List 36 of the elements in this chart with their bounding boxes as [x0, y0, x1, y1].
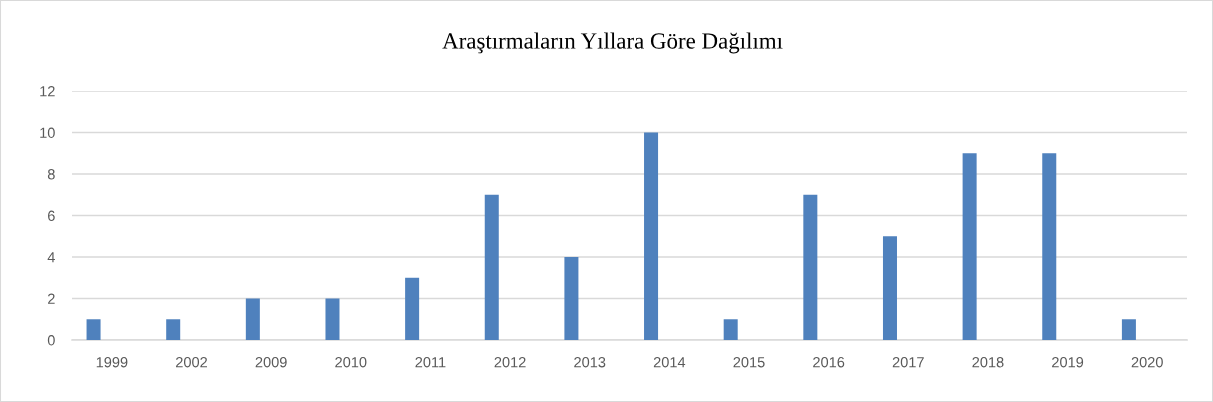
x-tick-label: 2017: [892, 357, 924, 368]
bar: [803, 194, 818, 341]
x-tick-label: 2020: [1131, 357, 1163, 368]
bar: [1121, 319, 1136, 341]
x-tick-label: 2015: [733, 357, 765, 368]
bar: [564, 257, 579, 341]
x-tick-label: 2014: [653, 357, 686, 368]
x-tick-label: 1999: [96, 357, 128, 368]
y-tick-label: 0: [47, 335, 55, 346]
bar: [644, 132, 659, 341]
x-tick-label: 2002: [176, 357, 208, 368]
x-tick-label: 2013: [574, 357, 606, 368]
y-tick-label: 2: [48, 293, 55, 304]
y-tick-label: 6: [48, 210, 55, 221]
x-tick-label: 2018: [972, 357, 1004, 368]
bar: [166, 319, 181, 341]
bar: [1042, 153, 1057, 341]
bar: [484, 194, 499, 341]
bar: [86, 319, 101, 341]
bar: [405, 277, 420, 341]
x-tick-label: 2010: [335, 357, 367, 368]
x-tick-label: 2016: [813, 357, 845, 368]
bar: [962, 153, 977, 341]
y-tick-label: 4: [47, 252, 55, 263]
bar: [245, 298, 260, 341]
chart-title: Araştırmaların Yıllara Göre Dağılımı: [442, 32, 783, 54]
y-tick-label: 12: [40, 86, 55, 97]
x-tick-label: 2012: [494, 357, 526, 368]
y-tick-label: 8: [47, 169, 55, 180]
bar: [325, 298, 340, 341]
bar: [723, 319, 738, 341]
bar: [882, 236, 897, 341]
x-tick-label: 2009: [255, 357, 287, 368]
x-tick-label: 2019: [1052, 357, 1084, 368]
y-tick-label: 10: [40, 127, 55, 138]
x-tick-label: 2011: [415, 357, 446, 368]
